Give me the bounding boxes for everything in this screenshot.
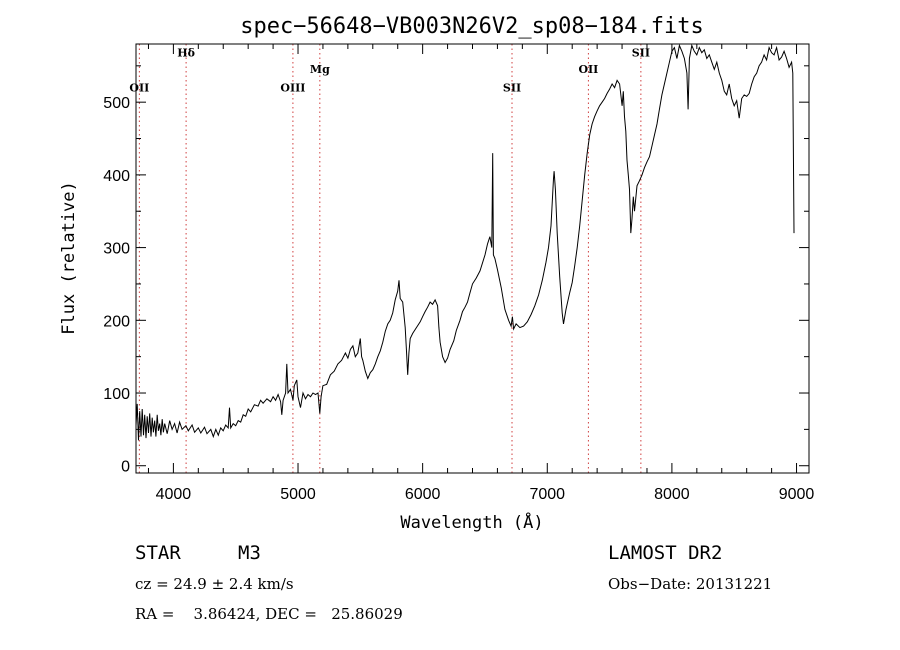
y-tick-label: 0 bbox=[121, 459, 130, 476]
chart-title: spec−56648−VB003N26V2_sp08−184.fits bbox=[240, 14, 704, 39]
x-tick-label: 9000 bbox=[779, 486, 815, 503]
y-tick-label: 100 bbox=[103, 386, 130, 403]
line-markers: OII Hδ OIII Mg SII OII SII bbox=[129, 44, 650, 473]
line-marker-label: OII bbox=[578, 63, 598, 76]
x-tick-label: 6000 bbox=[405, 486, 441, 503]
x-tick-label: 7000 bbox=[529, 486, 565, 503]
plot-frame bbox=[135, 43, 810, 474]
line-marker-label: SII bbox=[632, 46, 650, 59]
spectrum-chart: spec−56648−VB003N26V2_sp08−184.fits OII H… bbox=[59, 14, 815, 533]
coordinates: RA = 3.86424, DEC = 25.86029 bbox=[135, 605, 403, 623]
line-marker-label: OII bbox=[129, 81, 149, 94]
x-axis-label: Wavelength (Å) bbox=[400, 511, 543, 533]
x-ticks: 4000 5000 6000 7000 8000 9000 bbox=[147, 44, 815, 503]
line-marker-label: OIII bbox=[280, 81, 305, 94]
y-tick-label: 300 bbox=[103, 241, 130, 258]
line-marker-label: SII bbox=[503, 81, 521, 94]
y-tick-label: 400 bbox=[103, 168, 130, 185]
redshift-velocity: cz = 24.9 ± 2.4 km/s bbox=[135, 575, 294, 593]
y-tick-label: 500 bbox=[103, 95, 130, 112]
observation-date: Obs−Date: 20131221 bbox=[608, 575, 773, 593]
x-tick-label: 4000 bbox=[156, 486, 192, 503]
line-marker-label: Mg bbox=[310, 63, 330, 76]
y-ticks: 0 100 200 300 400 500 bbox=[103, 65, 809, 476]
object-subclass: M3 bbox=[238, 542, 261, 564]
line-marker-label: Hδ bbox=[177, 46, 195, 59]
x-tick-label: 5000 bbox=[280, 486, 316, 503]
x-tick-label: 8000 bbox=[654, 486, 690, 503]
y-tick-label: 200 bbox=[103, 313, 130, 330]
survey-name: LAMOST DR2 bbox=[608, 542, 723, 564]
spectrum-line bbox=[135, 43, 795, 441]
object-class: STAR bbox=[135, 542, 181, 564]
y-axis-label: Flux (relative) bbox=[59, 181, 79, 335]
